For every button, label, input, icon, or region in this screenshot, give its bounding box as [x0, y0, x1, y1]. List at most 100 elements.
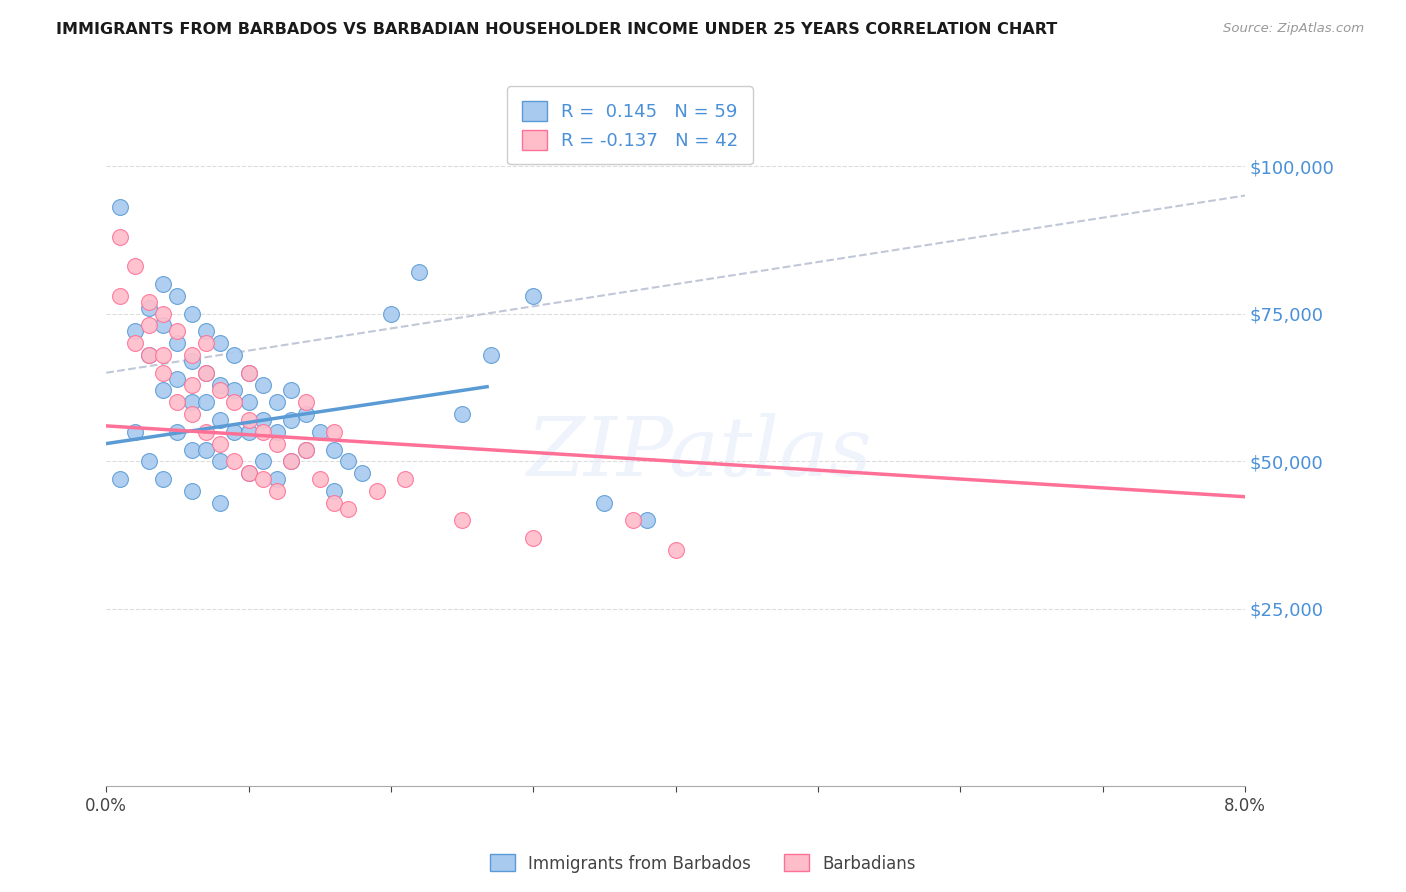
Point: [166, 336, 188, 351]
Point: [294, 395, 316, 409]
Point: [238, 466, 260, 480]
Point: [194, 336, 217, 351]
Text: Source: ZipAtlas.com: Source: ZipAtlas.com: [1223, 22, 1364, 36]
Point: [636, 513, 658, 527]
Point: [152, 472, 174, 486]
Point: [138, 454, 160, 468]
Point: [152, 384, 174, 398]
Point: [224, 425, 246, 439]
Point: [308, 472, 330, 486]
Point: [522, 531, 544, 545]
Point: [238, 366, 260, 380]
Point: [294, 442, 316, 457]
Point: [209, 436, 232, 450]
Point: [194, 442, 217, 457]
Point: [124, 336, 146, 351]
Point: [266, 472, 288, 486]
Point: [294, 442, 316, 457]
Point: [593, 496, 616, 510]
Legend: R =  0.145   N = 59, R = -0.137   N = 42: R = 0.145 N = 59, R = -0.137 N = 42: [508, 87, 754, 164]
Point: [252, 472, 274, 486]
Point: [124, 260, 146, 274]
Point: [252, 377, 274, 392]
Point: [209, 413, 232, 427]
Point: [166, 289, 188, 303]
Point: [124, 325, 146, 339]
Point: [451, 407, 474, 421]
Point: [194, 395, 217, 409]
Point: [294, 407, 316, 421]
Point: [451, 513, 474, 527]
Point: [152, 307, 174, 321]
Point: [138, 348, 160, 362]
Point: [252, 454, 274, 468]
Point: [110, 230, 132, 244]
Point: [394, 472, 416, 486]
Point: [152, 348, 174, 362]
Point: [266, 395, 288, 409]
Point: [152, 318, 174, 333]
Point: [166, 395, 188, 409]
Point: [124, 425, 146, 439]
Point: [180, 348, 202, 362]
Point: [323, 425, 346, 439]
Point: [110, 472, 132, 486]
Point: [209, 336, 232, 351]
Point: [665, 542, 688, 557]
Point: [138, 301, 160, 315]
Point: [238, 366, 260, 380]
Point: [209, 384, 232, 398]
Point: [180, 483, 202, 498]
Text: IMMIGRANTS FROM BARBADOS VS BARBADIAN HOUSEHOLDER INCOME UNDER 25 YEARS CORRELAT: IMMIGRANTS FROM BARBADOS VS BARBADIAN HO…: [56, 22, 1057, 37]
Point: [366, 483, 388, 498]
Point: [224, 454, 246, 468]
Point: [280, 454, 302, 468]
Point: [180, 307, 202, 321]
Point: [110, 289, 132, 303]
Point: [166, 425, 188, 439]
Point: [337, 501, 360, 516]
Point: [180, 354, 202, 368]
Legend: Immigrants from Barbados, Barbadians: Immigrants from Barbados, Barbadians: [484, 847, 922, 880]
Point: [266, 436, 288, 450]
Point: [138, 348, 160, 362]
Text: ZIPatlas: ZIPatlas: [526, 413, 872, 493]
Point: [224, 348, 246, 362]
Point: [194, 366, 217, 380]
Point: [180, 395, 202, 409]
Point: [138, 294, 160, 309]
Point: [352, 466, 374, 480]
Point: [522, 289, 544, 303]
Point: [209, 496, 232, 510]
Point: [110, 200, 132, 214]
Point: [152, 277, 174, 292]
Point: [621, 513, 644, 527]
Point: [224, 384, 246, 398]
Point: [323, 442, 346, 457]
Point: [266, 483, 288, 498]
Point: [280, 454, 302, 468]
Point: [138, 318, 160, 333]
Point: [180, 442, 202, 457]
Point: [180, 377, 202, 392]
Point: [323, 496, 346, 510]
Point: [166, 325, 188, 339]
Point: [166, 371, 188, 385]
Point: [209, 454, 232, 468]
Point: [152, 366, 174, 380]
Point: [280, 413, 302, 427]
Point: [238, 425, 260, 439]
Point: [252, 413, 274, 427]
Point: [252, 425, 274, 439]
Point: [194, 325, 217, 339]
Point: [337, 454, 360, 468]
Point: [238, 466, 260, 480]
Point: [308, 425, 330, 439]
Point: [180, 407, 202, 421]
Point: [194, 425, 217, 439]
Point: [209, 377, 232, 392]
Point: [266, 425, 288, 439]
Point: [238, 395, 260, 409]
Point: [280, 384, 302, 398]
Point: [194, 366, 217, 380]
